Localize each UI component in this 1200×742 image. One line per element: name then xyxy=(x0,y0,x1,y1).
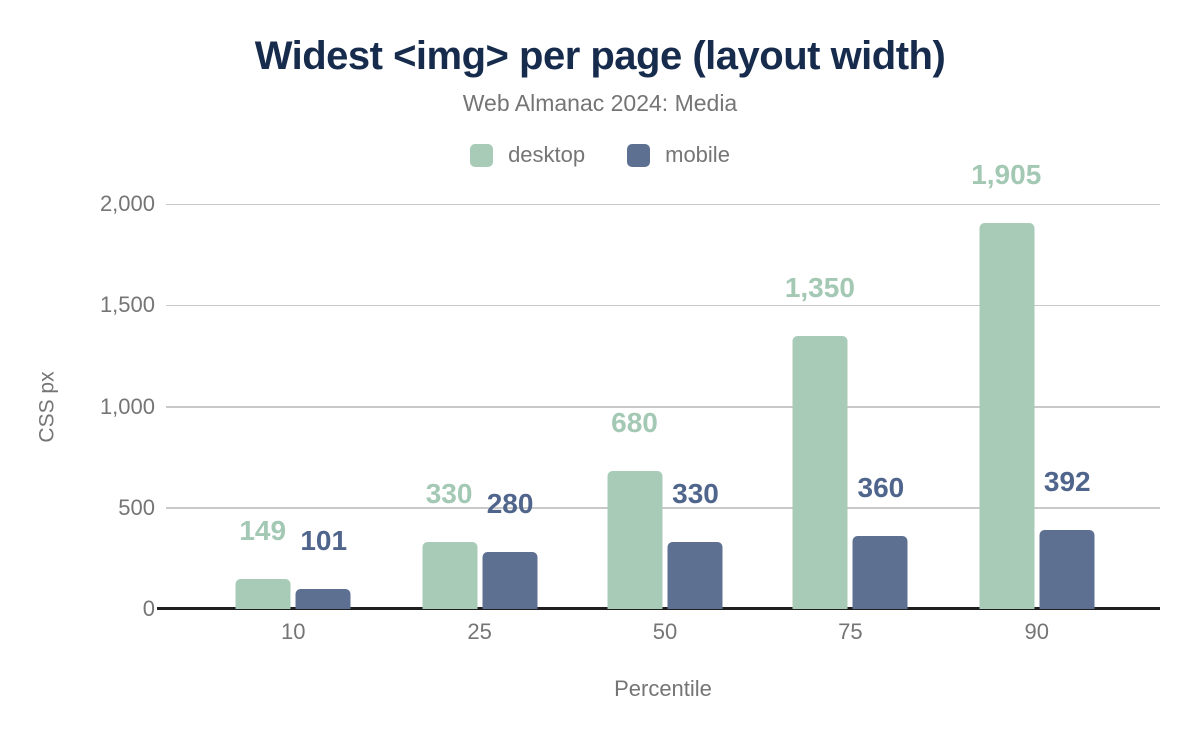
gridline xyxy=(166,406,1160,408)
desktop-bar-label: 680 xyxy=(611,407,658,439)
y-tick-label: 2,000 xyxy=(99,191,155,216)
mobile-bar-label: 280 xyxy=(486,488,534,520)
x-tick-label: 25 xyxy=(467,619,492,644)
y-tick-label: 0 xyxy=(142,596,155,621)
plot-area: 0 500 1,000 1,500 2,000 149 101 10 330 280 25 680 33… xyxy=(100,161,1160,643)
mobile-bar-label: 360 xyxy=(857,472,905,504)
bar-group: 1,350 360 xyxy=(785,204,908,609)
mobile-bar[interactable] xyxy=(852,536,908,609)
desktop-bar-label: 1,905 xyxy=(971,159,1042,191)
legend-label-mobile: mobile xyxy=(665,142,730,167)
bar-group: 1,905 392 xyxy=(971,161,1095,609)
legend-item-desktop: desktop xyxy=(470,142,585,168)
mobile-bar[interactable] xyxy=(295,588,351,609)
desktop-bar[interactable] xyxy=(607,471,663,609)
mobile-bar[interactable] xyxy=(482,552,538,609)
desktop-bar[interactable] xyxy=(979,223,1035,609)
legend-item-mobile: mobile xyxy=(627,142,730,168)
desktop-bar-label: 1,350 xyxy=(784,271,855,303)
x-tick-label: 90 xyxy=(1024,619,1049,644)
desktop-bar[interactable] xyxy=(792,335,848,609)
mobile-bar-label: 392 xyxy=(1043,465,1091,497)
desktop-bar[interactable] xyxy=(235,578,291,609)
gridline xyxy=(166,304,1160,307)
y-tick-label: 500 xyxy=(118,494,155,520)
x-tick-label: 10 xyxy=(280,619,306,644)
y-axis-title-wrap: CSS px xyxy=(28,204,68,609)
chart-subtitle: Web Almanac 2024: Media xyxy=(462,90,738,116)
desktop-bar-label: 149 xyxy=(239,514,287,546)
y-tick-label: 1,500 xyxy=(99,292,155,318)
bar-group: 149 101 xyxy=(235,204,351,609)
mobile-bar[interactable] xyxy=(1039,529,1095,609)
mobile-bar-label: 330 xyxy=(672,478,719,510)
legend-label-desktop: desktop xyxy=(508,142,586,167)
legend: desktop mobile xyxy=(0,142,1200,168)
desktop-swatch-icon xyxy=(470,143,494,167)
gridline xyxy=(166,507,1160,509)
y-axis-title: CSS px xyxy=(36,370,60,443)
mobile-swatch-icon xyxy=(627,143,651,167)
desktop-bar[interactable] xyxy=(422,542,478,609)
bar-group: 680 330 xyxy=(607,204,723,609)
y-tick-label: 1,000 xyxy=(99,393,155,419)
x-tick-label: 50 xyxy=(652,619,678,644)
gridline xyxy=(166,203,1160,205)
desktop-bar-label: 330 xyxy=(425,478,473,510)
mobile-bar-label: 101 xyxy=(300,524,348,556)
mobile-bar[interactable] xyxy=(667,542,723,609)
bar-group: 330 280 xyxy=(422,204,538,609)
x-tick-label: 75 xyxy=(838,619,863,644)
x-axis-title: Percentile xyxy=(614,676,712,701)
chart-title: Widest <img> per page (layout width) xyxy=(254,34,946,78)
